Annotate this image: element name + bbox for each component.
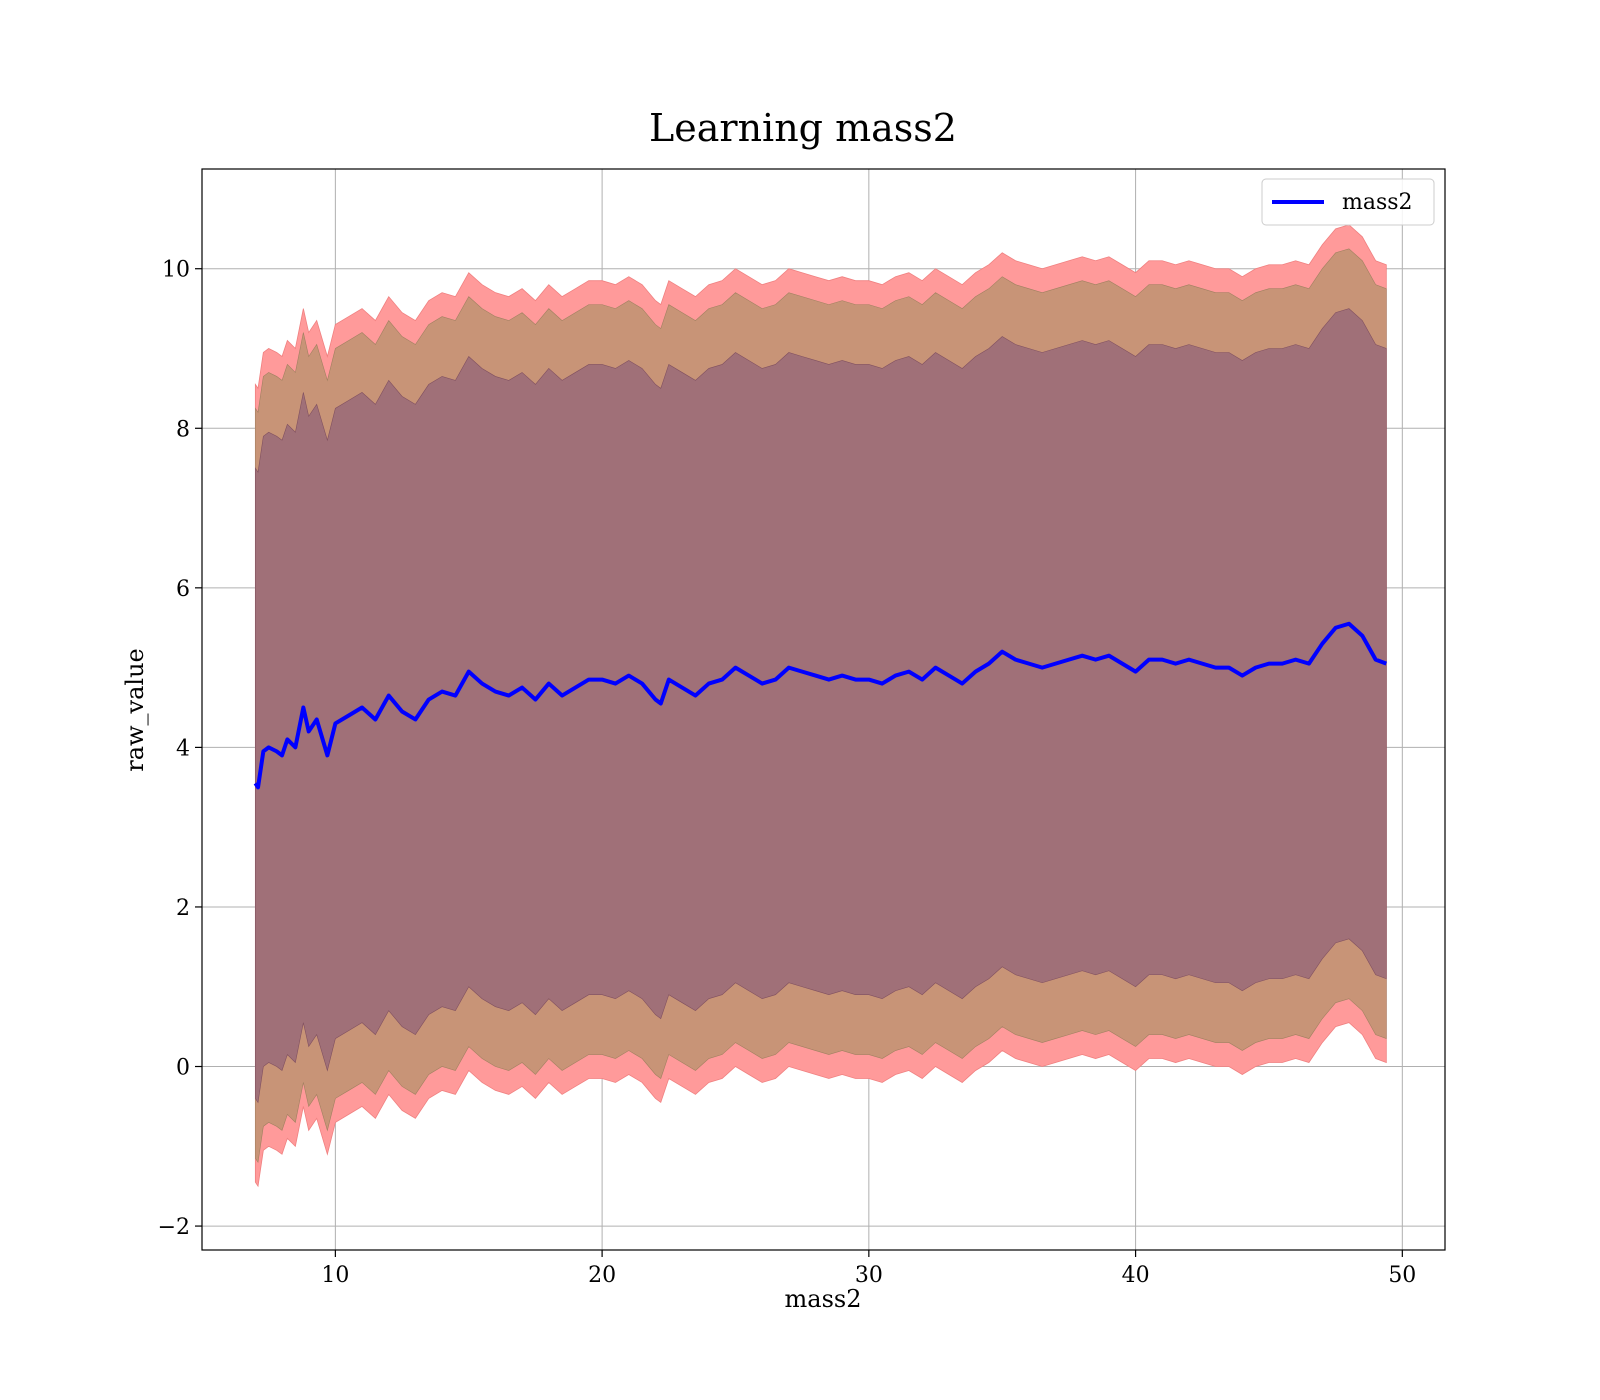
y-tick-label: 6	[176, 577, 190, 602]
y-tick-label: 10	[162, 258, 190, 283]
x-tick-label: 40	[1122, 1263, 1150, 1288]
legend-box	[1261, 178, 1435, 226]
x-axis-label: mass2	[785, 1285, 862, 1313]
x-axis-ticks: 10 20 30 40 50	[321, 1250, 1416, 1288]
plot-frame	[201, 168, 1446, 1251]
x-tick-label: 20	[588, 1263, 616, 1288]
chart-title: Learning mass2	[649, 106, 957, 150]
legend: mass2	[1261, 178, 1435, 226]
y-tick-label: 8	[176, 417, 190, 442]
y-axis-ticks: −2 0 2 4 6 8 10	[158, 258, 202, 1240]
y-tick-label: 4	[176, 736, 190, 761]
y-tick-label: −2	[158, 1215, 190, 1240]
x-tick-label: 10	[321, 1263, 349, 1288]
x-tick-label: 30	[855, 1263, 883, 1288]
y-tick-label: 0	[176, 1056, 190, 1081]
y-axis-label: raw_value	[121, 648, 149, 772]
legend-label-mass2: mass2	[1342, 190, 1413, 215]
band-inner	[255, 308, 1387, 1104]
series-line-mass2	[253, 621, 1388, 790]
y-tick-label: 2	[176, 896, 190, 921]
x-tick-label: 50	[1388, 1263, 1416, 1288]
confidence-bands	[254, 224, 1387, 1188]
